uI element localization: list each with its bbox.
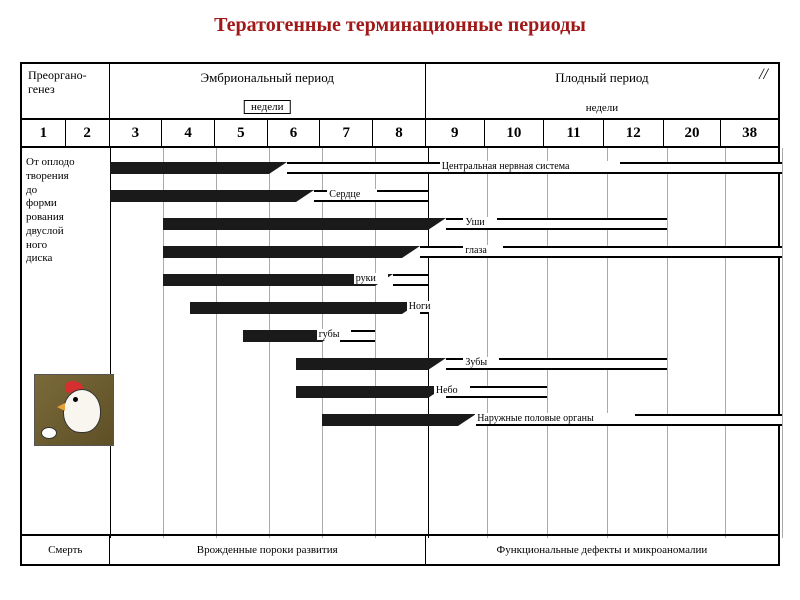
header-row: Преоргано- генез Эмбриональный период не…	[22, 64, 778, 120]
bar-label-lips: губы	[317, 329, 351, 340]
gridline	[322, 148, 323, 538]
critical-bar-taper-eyes	[402, 246, 420, 258]
gridline	[667, 148, 668, 538]
embryonic-label: Эмбриональный период	[110, 64, 425, 86]
week-cell: 1	[22, 120, 66, 146]
weeks-sublabel-fetal: недели	[586, 102, 618, 114]
critical-bar-taper-cns	[269, 162, 287, 174]
week-cell: 10	[485, 120, 545, 146]
critical-bar-ears	[163, 218, 428, 230]
bar-label-legs: Ноги	[407, 301, 441, 312]
week-cell: 20	[664, 120, 722, 146]
gridline	[163, 148, 164, 538]
critical-bar-lips	[243, 330, 323, 342]
gridline	[269, 148, 270, 538]
critical-bar-heart	[110, 190, 296, 202]
critical-bar-palate	[296, 386, 429, 398]
week-cell: 4	[162, 120, 215, 146]
week-cell: 11	[544, 120, 604, 146]
week-cell: 38	[721, 120, 778, 146]
gridline	[375, 148, 376, 538]
week-cell: 8	[373, 120, 426, 146]
minor-bar-arms	[393, 274, 428, 286]
bar-label-palate: Небо	[434, 385, 470, 396]
week-cell: 12	[604, 120, 664, 146]
gridline	[110, 148, 111, 538]
gridline	[547, 148, 548, 538]
footer-anomalies: Функциональные дефекты и микроаномалии	[426, 536, 778, 564]
chart-body: От оплодо творения до форми рования двус…	[22, 148, 778, 538]
week-cell: 5	[215, 120, 268, 146]
left-description: От оплодо творения до форми рования двус…	[26, 156, 106, 266]
scale-break-icon: //	[759, 66, 768, 84]
gridline	[487, 148, 488, 538]
footer-death: Смерть	[22, 536, 110, 564]
bar-label-genitals: Наружные половые органы	[475, 413, 635, 424]
bar-label-eyes: глаза	[463, 245, 503, 256]
footer-row: Смерть Врожденные пороки развития Функци…	[22, 534, 778, 564]
weeks-row: 1234567891011122038	[22, 120, 778, 148]
embryonic-period-header: Эмбриональный период недели	[110, 64, 426, 118]
week-cell: 6	[268, 120, 321, 146]
critical-bar-legs	[190, 302, 402, 314]
critical-bar-taper-genitals	[458, 414, 476, 426]
gridline	[725, 148, 726, 538]
critical-bar-taper-ears	[428, 218, 446, 230]
week-cell: 2	[66, 120, 110, 146]
critical-bar-taper-teeth	[428, 358, 446, 370]
preorganogenesis-header: Преоргано- генез	[22, 64, 110, 118]
gridline	[428, 148, 429, 538]
chick-illustration	[34, 374, 114, 446]
critical-bar-cns	[110, 162, 269, 174]
week-cell: 7	[320, 120, 373, 146]
bar-label-cns: Центральная нервная система	[440, 161, 620, 172]
footer-defects: Врожденные пороки развития	[110, 536, 426, 564]
gridline	[782, 148, 783, 538]
critical-bar-arms	[163, 274, 375, 286]
chart-frame: Преоргано- генез Эмбриональный период не…	[20, 62, 780, 566]
critical-bar-eyes	[163, 246, 402, 258]
fetal-period-header: Плодный период недели //	[426, 64, 778, 118]
weeks-sublabel-embryo: недели	[244, 100, 290, 114]
bar-label-arms: руки	[354, 273, 388, 284]
week-cell: 9	[426, 120, 485, 146]
bar-label-teeth: Зубы	[463, 357, 499, 368]
critical-bar-genitals	[322, 414, 458, 426]
critical-bar-teeth	[296, 358, 429, 370]
gridline	[607, 148, 608, 538]
fetal-label: Плодный период	[426, 64, 778, 86]
bar-label-ears: Уши	[463, 217, 497, 228]
bar-label-heart: Сердце	[327, 189, 377, 200]
gridline	[216, 148, 217, 538]
page-title: Тератогенные терминационные периоды	[0, 0, 800, 47]
critical-bar-taper-heart	[296, 190, 314, 202]
week-cell: 3	[110, 120, 163, 146]
